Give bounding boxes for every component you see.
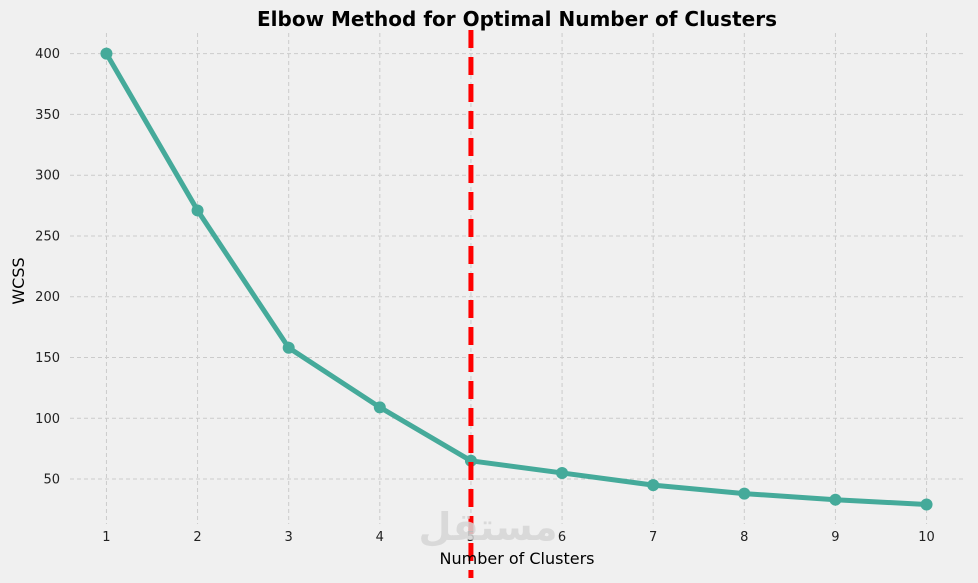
y-axis-label: WCSS	[9, 257, 28, 304]
y-tick-label: 50	[43, 473, 60, 488]
y-tick-label: 100	[35, 412, 60, 427]
data-point	[738, 487, 751, 500]
x-tick-label: 9	[831, 530, 839, 545]
data-point	[100, 47, 113, 60]
data-point	[829, 493, 842, 506]
data-point	[556, 466, 569, 479]
x-tick-label: 3	[285, 530, 293, 545]
x-tick-label: 1	[102, 530, 110, 545]
y-tick-label: 150	[35, 351, 60, 366]
y-tick-label: 250	[35, 229, 60, 244]
y-tick-label: 300	[35, 169, 60, 184]
x-tick-label: 8	[740, 530, 748, 545]
series-layer	[100, 47, 933, 511]
data-point	[920, 498, 933, 511]
data-point	[373, 401, 386, 414]
x-tick-label: 10	[918, 530, 935, 545]
chart-title: Elbow Method for Optimal Number of Clust…	[257, 7, 777, 31]
x-tick-label: 2	[193, 530, 201, 545]
x-tick-label: 5	[467, 530, 475, 545]
watermark-logo: مستقل	[419, 505, 558, 549]
x-tick-label: 6	[558, 530, 566, 545]
x-tick-label: 4	[376, 530, 384, 545]
data-point	[282, 341, 295, 354]
grid	[70, 33, 963, 524]
y-tick-label: 200	[35, 290, 60, 305]
series-line	[103, 51, 930, 508]
data-point	[464, 454, 477, 467]
tick-labels: 1 2 3 4 5 6 7 8 9 10 50 100 150 200 250 300 350 400	[35, 47, 935, 545]
y-tick-label: 400	[35, 47, 60, 62]
x-tick-label: 7	[649, 530, 657, 545]
data-point	[191, 204, 204, 217]
data-point	[647, 479, 660, 492]
x-axis-label: Number of Clusters	[440, 549, 595, 568]
y-tick-label: 350	[35, 108, 60, 123]
